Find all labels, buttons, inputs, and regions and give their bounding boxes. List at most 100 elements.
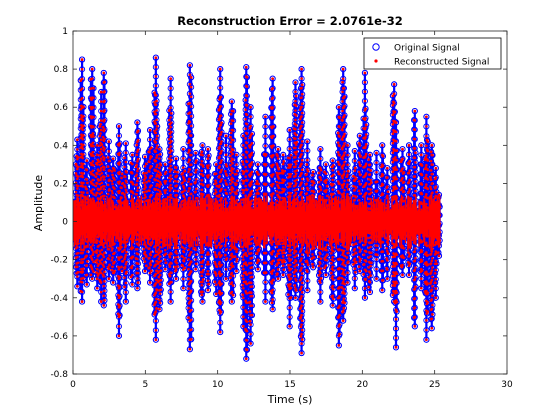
original-signal-point [186,90,193,97]
original-signal-point [115,323,123,330]
original-signal-point [168,138,175,145]
original-signal-point [217,84,224,91]
original-signal-point [83,176,90,183]
original-signal-peak [129,151,136,158]
original-signal-point [111,249,118,256]
original-signal-peak [186,62,193,69]
original-signal-point [79,288,86,295]
original-signal-peak [152,336,159,343]
original-signal-peak [233,151,240,158]
original-signal-point [188,142,195,149]
original-signal-point [230,272,237,279]
original-signal-point [111,240,118,247]
original-signal-peak [173,172,180,179]
original-signal-point [233,161,240,168]
original-signal-point [111,185,118,192]
original-signal-peak [89,66,96,73]
original-signal-peak [204,146,211,153]
original-signal-peak [168,279,175,286]
original-signal-point [167,94,174,102]
original-signal-point [217,319,224,326]
original-signal-point [186,185,193,192]
original-signal-peak [222,275,230,282]
original-signal-peak [83,166,90,173]
original-signal-point [188,297,195,304]
original-signal-peak [228,298,235,305]
original-signal-point [122,279,129,287]
original-signal-point [133,250,140,257]
original-signal-peak [223,255,230,262]
original-signal-peak [134,119,141,126]
original-signal-point [168,147,175,154]
original-signal-peak [122,140,129,147]
original-signal-point [188,122,195,129]
original-signal-point [89,75,96,82]
original-signal-peak [141,268,149,275]
original-signal-peak [105,138,112,145]
original-signal-peak [83,281,90,288]
original-signal-point [186,279,193,287]
original-signal-point [223,246,230,253]
original-signal-peak [152,54,159,61]
original-signal-point [134,251,142,258]
original-signal-point [230,127,237,134]
original-signal-point [198,253,205,260]
original-signal-peak [173,155,180,162]
original-signal-point [188,132,195,139]
original-signal-peak [121,283,128,290]
original-signal-point [83,271,90,278]
original-signal-peak [167,298,174,305]
original-signal-peak [115,332,123,339]
original-signal-peak [127,273,135,280]
original-signal-peak [129,281,136,288]
original-signal-point [230,282,237,289]
original-signal-peak [110,279,117,286]
original-signal-point [186,289,193,296]
original-signal-point [180,155,187,162]
original-signal-peak [101,297,108,304]
original-signal-point [152,82,159,89]
original-signal-point [223,172,230,179]
original-signal-point [188,113,195,120]
original-signal-point [77,86,84,94]
original-signal-point [79,95,86,102]
original-signal-peak [199,298,206,305]
original-signal-point [127,264,135,271]
original-signal-point [152,317,159,324]
original-signal-point [77,96,84,103]
original-signal-peak [217,66,224,73]
original-signal-peak [188,336,195,343]
original-signal-peak [181,264,188,272]
original-signal-point [79,66,86,73]
original-signal-peak [101,78,108,86]
original-signal-peak [115,141,122,148]
original-signal-peak [173,275,180,282]
original-signal-peak [79,56,86,63]
original-signal-peak [191,179,199,187]
original-signal-point [188,278,195,285]
original-signal-point [229,160,236,167]
original-signal-point [217,75,224,82]
original-signal-peak [232,181,239,188]
original-signal-point [101,259,108,266]
original-signal-point [223,190,230,197]
original-signal-point [110,184,117,191]
original-signal-point [186,298,193,305]
original-signal-peak [229,150,236,157]
original-signal-peak [188,74,195,81]
original-signal-point [188,326,195,333]
original-signal-point [222,151,230,158]
original-signal-point [152,73,159,80]
original-signal-point [228,279,235,286]
original-signal-point [152,327,159,334]
original-signal-point [191,189,199,196]
original-signal-point [152,64,159,71]
original-signal-point [115,132,123,139]
original-signal-peak [230,292,237,299]
original-signal-point [115,160,122,167]
original-signal-point [186,128,193,135]
original-signal-point [188,93,195,100]
original-signal-point [186,308,193,315]
original-signal-peak [233,268,240,275]
